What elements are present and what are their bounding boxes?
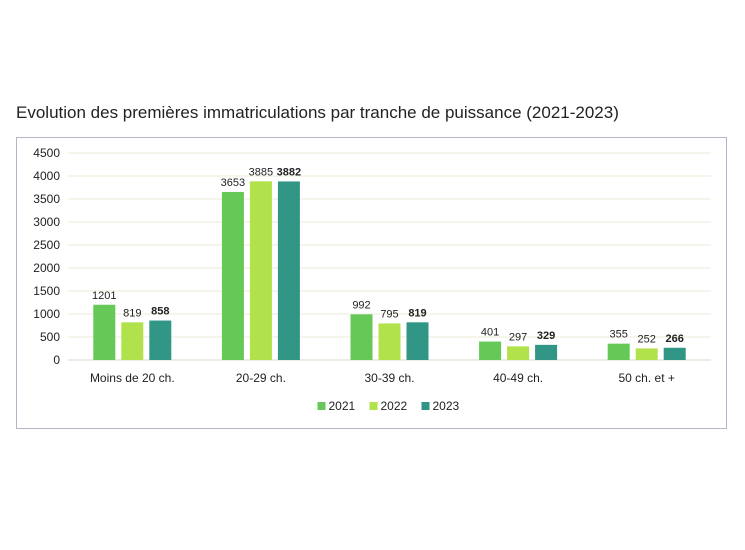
bar-moins-de-20-ch-2022 (121, 322, 144, 360)
bar-20-29-ch-2022 (249, 181, 272, 360)
bar-20-29-ch-2021 (221, 191, 244, 360)
data-labels: 1201 819 858 3653 3885 3882 992 795 819 401 297 329… (92, 166, 684, 345)
data-label-moins-de-20-ch-2023: 858 (151, 306, 169, 318)
y-axis: 0 500 1000 1500 2000 2500 3000 3500 4000 4500 (33, 146, 60, 367)
data-label-40-49-ch-2021: 401 (481, 327, 499, 339)
y-tick-label-1500: 1500 (33, 284, 60, 298)
data-label-50-ch-et-2021: 355 (610, 329, 628, 341)
bar-30-39-ch-2023 (406, 322, 429, 360)
legend-swatch-2021 (317, 402, 326, 410)
data-label-moins-de-20-ch-2022: 819 (123, 307, 141, 319)
data-label-50-ch-et-2023: 266 (666, 333, 684, 345)
y-tick-label-4500: 4500 (33, 146, 60, 160)
data-label-20-29-ch-2022: 3885 (249, 166, 273, 178)
legend-swatch-2022 (369, 402, 378, 410)
gridlines (68, 152, 711, 361)
y-tick-label-3500: 3500 (33, 192, 60, 206)
legend-swatch-2023 (421, 402, 430, 410)
bar-40-49-ch-2021 (479, 341, 502, 360)
x-axis: Moins de 20 ch. 20-29 ch. 30-39 ch. 40-49 c… (90, 371, 675, 385)
data-label-50-ch-et-2022: 252 (638, 333, 656, 345)
bar-40-49-ch-2022 (507, 346, 530, 360)
bar-50-ch-et-2022 (635, 348, 658, 360)
data-label-40-49-ch-2022: 297 (509, 331, 527, 343)
bar-50-ch-et-2023 (663, 347, 686, 360)
chart-title: Evolution des premières immatriculations… (16, 103, 619, 122)
y-tick-label-3000: 3000 (33, 215, 60, 229)
bar-moins-de-20-ch-2021 (93, 304, 116, 360)
y-tick-label-500: 500 (40, 330, 60, 344)
bar-50-ch-et-2021 (607, 343, 630, 360)
data-label-20-29-ch-2021: 3653 (221, 177, 245, 189)
bar-30-39-ch-2021 (350, 314, 373, 360)
x-category-label-40-49-ch: 40-49 ch. (493, 371, 543, 385)
data-label-40-49-ch-2023: 329 (537, 330, 555, 342)
x-category-label-moins-de-20-ch: Moins de 20 ch. (90, 371, 175, 385)
legend-label-2021: 2021 (329, 399, 356, 413)
data-label-moins-de-20-ch-2021: 1201 (92, 290, 116, 302)
bar-moins-de-20-ch-2023 (149, 320, 172, 360)
data-label-30-39-ch-2023: 819 (408, 307, 426, 319)
legend-label-2022: 2022 (381, 399, 408, 413)
bars (93, 181, 686, 360)
y-tick-label-2000: 2000 (33, 261, 60, 275)
y-tick-label-0: 0 (53, 353, 60, 367)
x-category-label-30-39-ch: 30-39 ch. (364, 371, 414, 385)
chart-frame (16, 137, 727, 429)
data-label-30-39-ch-2021: 992 (352, 299, 370, 311)
y-tick-label-4000: 4000 (33, 169, 60, 183)
y-tick-label-2500: 2500 (33, 238, 60, 252)
x-category-label-20-29-ch: 20-29 ch. (236, 371, 286, 385)
bar-40-49-ch-2023 (535, 344, 558, 360)
bar-30-39-ch-2022 (378, 323, 401, 360)
x-category-label-50-ch-et: 50 ch. et + (619, 371, 675, 385)
legend: 2021 2022 2023 (317, 399, 460, 413)
bar-20-29-ch-2023 (277, 181, 300, 360)
legend-label-2023: 2023 (433, 399, 460, 413)
data-label-20-29-ch-2023: 3882 (277, 166, 301, 178)
bar-chart: 0 500 1000 1500 2000 2500 3000 3500 4000 4500 120… (33, 146, 711, 413)
y-tick-label-1000: 1000 (33, 307, 60, 321)
data-label-30-39-ch-2022: 795 (380, 308, 398, 320)
